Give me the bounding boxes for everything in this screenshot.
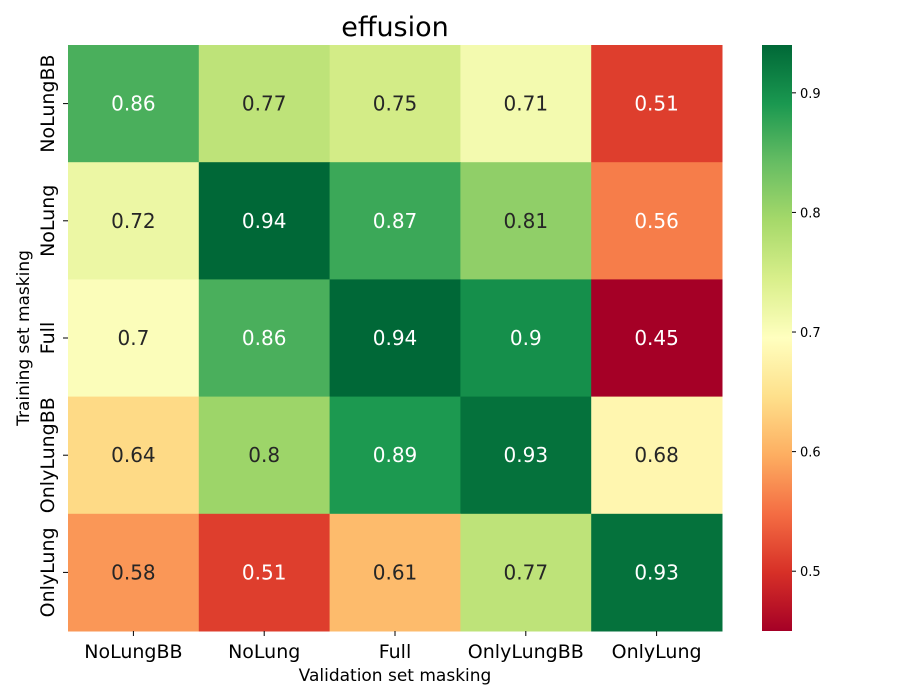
x-axis-title: Validation set masking (299, 666, 492, 686)
heatmap-cell (591, 45, 723, 163)
heatmap-cells: 0.86 0.77 0.75 0.71 0.51 0.72 0.94 0.87 0.81 0.56… (68, 45, 723, 632)
y-tick-label: Full (37, 322, 59, 355)
y-axis-title: Training set masking (14, 250, 34, 427)
colorbar (762, 45, 792, 631)
heatmap-cell (329, 513, 461, 632)
colorbar-ticks: 0.5 0.6 0.7 0.8 0.9 (792, 87, 821, 580)
heatmap-cell (591, 513, 723, 632)
heatmap-cell (198, 162, 331, 280)
cell-value-label: 0.7 (117, 326, 149, 350)
y-axis-ticks: NoLungBB NoLung Full OnlyLungBB OnlyLung (37, 54, 68, 617)
y-tick-label: NoLung (37, 185, 59, 257)
colorbar-tick-label: 0.6 (800, 446, 821, 461)
x-tick-label: NoLungBB (84, 641, 182, 663)
cell-value-label: 0.72 (111, 209, 156, 233)
cell-value-label: 0.9 (510, 326, 542, 350)
cell-value-label: 0.87 (373, 209, 418, 233)
heatmap-cell (198, 396, 331, 515)
cell-value-label: 0.86 (242, 326, 287, 350)
y-tick-label: OnlyLungBB (37, 397, 59, 513)
heatmap-cell (329, 45, 461, 163)
cell-value-label: 0.71 (504, 92, 549, 116)
heatmap-cell (329, 279, 461, 398)
colorbar-tick-label: 0.7 (800, 326, 821, 341)
heatmap-cell (198, 45, 331, 163)
heatmap-cell (591, 279, 723, 398)
heatmap-cell (460, 396, 592, 515)
heatmap-cell (329, 396, 461, 515)
x-tick-label: NoLung (228, 641, 300, 663)
heatmap-cell (329, 162, 461, 280)
cell-value-label: 0.94 (373, 326, 418, 350)
heatmap-cell (591, 162, 723, 280)
cell-value-label: 0.61 (373, 560, 418, 584)
cell-value-label: 0.56 (634, 209, 679, 233)
cell-value-label: 0.81 (504, 209, 549, 233)
cell-value-label: 0.93 (634, 560, 679, 584)
cell-value-label: 0.68 (634, 443, 679, 467)
x-tick-label: Full (379, 641, 412, 663)
x-axis-ticks: NoLungBB NoLung Full OnlyLungBB OnlyLung (84, 631, 702, 663)
heatmap-cell (460, 45, 592, 163)
colorbar-tick-label: 0.9 (800, 87, 821, 102)
heatmap-cell (68, 162, 200, 280)
x-tick-label: OnlyLungBB (468, 641, 584, 663)
cell-value-label: 0.77 (242, 92, 287, 116)
cell-value-label: 0.51 (242, 560, 287, 584)
chart-title: effusion (341, 12, 449, 43)
cell-value-label: 0.86 (111, 92, 156, 116)
cell-value-label: 0.64 (111, 443, 156, 467)
cell-value-label: 0.94 (242, 209, 287, 233)
cell-value-label: 0.77 (504, 560, 549, 584)
y-tick-label: NoLungBB (37, 54, 59, 152)
heatmap-cell (591, 396, 723, 515)
heatmap-cell (68, 396, 200, 515)
heatmap-cell (68, 513, 200, 632)
colorbar-tick-label: 0.5 (800, 565, 821, 580)
x-tick-label: OnlyLung (612, 641, 702, 663)
cell-value-label: 0.45 (634, 326, 679, 350)
heatmap-cell (68, 45, 200, 163)
cell-value-label: 0.8 (248, 443, 280, 467)
cell-value-label: 0.89 (373, 443, 418, 467)
heatmap-cell (460, 162, 592, 280)
heatmap-cell (460, 279, 592, 398)
heatmap-cell (68, 279, 200, 398)
colorbar-tick-label: 0.8 (800, 206, 821, 221)
y-tick-label: OnlyLung (37, 527, 59, 617)
cell-value-label: 0.75 (373, 92, 418, 116)
cell-value-label: 0.58 (111, 560, 156, 584)
heatmap-cell (198, 513, 331, 632)
cell-value-label: 0.93 (504, 443, 549, 467)
heatmap-cell (460, 513, 592, 632)
heatmap-cell (198, 279, 331, 398)
cell-value-label: 0.51 (634, 92, 679, 116)
